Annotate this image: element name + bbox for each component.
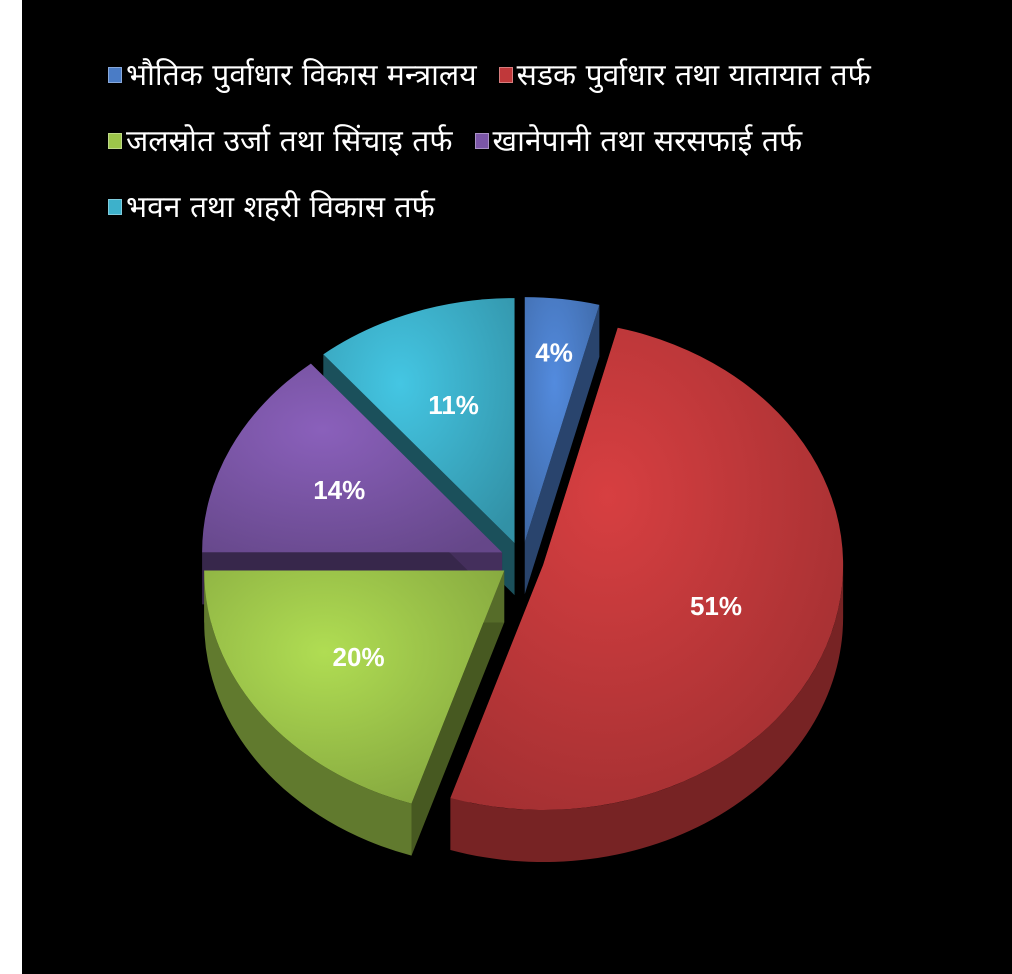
chart-legend: भौतिक पुर्वाधार विकास मन्त्रालय सडक पुर्…	[108, 50, 968, 248]
slice-side-bhautik	[524, 304, 600, 595]
data-label-sadak: 51%	[690, 591, 742, 621]
legend-swatch-khanepani	[474, 133, 489, 149]
legend-item-bhawan: भवन तथा शहरी विकास तर्फ	[108, 191, 435, 224]
slice-side-jalsrot	[411, 570, 505, 856]
slice-khanepani	[202, 363, 503, 553]
slice-sadak	[450, 327, 844, 811]
legend-swatch-jalsrot	[108, 133, 122, 149]
legend-label-jalsrot: जलस्रोत उर्जा तथा सिंचाइ तर्फ	[126, 123, 453, 159]
slice-bhautik	[524, 297, 600, 543]
legend-swatch-bhautik	[108, 67, 122, 83]
legend-label-bhautik: भौतिक पुर्वाधार विकास मन्त्रालय	[126, 57, 477, 93]
legend-item-bhautik: भौतिक पुर्वाधार विकास मन्त्रालय	[108, 59, 477, 92]
legend-row: भवन तथा शहरी विकास तर्फ	[108, 182, 968, 232]
data-label-khanepani: 14%	[313, 475, 365, 505]
data-label-jalsrot: 20%	[333, 642, 385, 672]
legend-label-bhawan: भवन तथा शहरी विकास तर्फ	[126, 189, 435, 225]
slice-edge-jalsrot	[204, 570, 412, 856]
legend-item-khanepani: खानेपानी तथा सरसफाई तर्फ	[474, 123, 803, 159]
legend-label-khanepani: खानेपानी तथा सरसफाई तर्फ	[492, 123, 803, 159]
data-label-bhawan: 11%	[428, 390, 479, 420]
legend-swatch-sadak	[498, 67, 513, 83]
legend-row: जलस्रोत उर्जा तथा सिंचाइ तर्फ खानेपानी त…	[108, 116, 968, 166]
slice-bhawan	[323, 298, 515, 544]
slice-jalsrot	[204, 570, 505, 804]
slice-edge-sadak	[450, 565, 844, 863]
data-label-bhautik: 4%	[535, 338, 573, 368]
legend-swatch-bhawan	[108, 199, 122, 215]
legend-item-sadak: सडक पुर्वाधार तथा यातायात तर्फ	[498, 57, 871, 93]
legend-label-sadak: सडक पुर्वाधार तथा यातायात तर्फ	[516, 57, 871, 93]
legend-row: भौतिक पुर्वाधार विकास मन्त्रालय सडक पुर्…	[108, 50, 968, 100]
legend-item-jalsrot: जलस्रोत उर्जा तथा सिंचाइ तर्फ	[108, 125, 453, 158]
